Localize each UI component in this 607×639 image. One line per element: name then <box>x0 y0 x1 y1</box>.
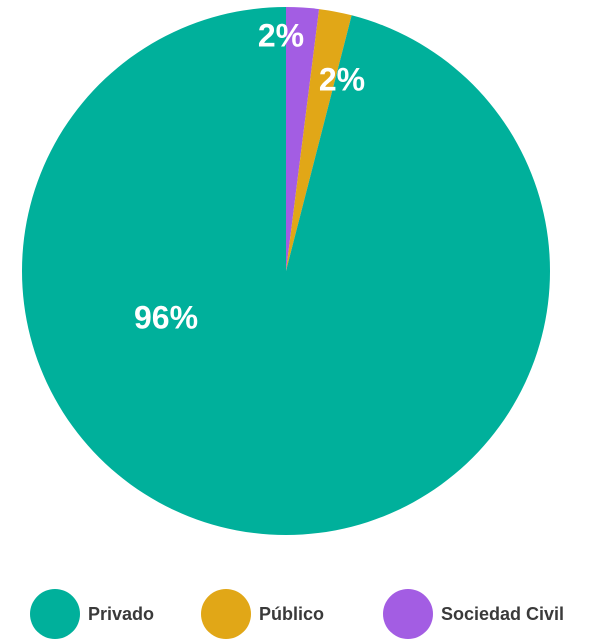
pie-label-sociedad-civil: 2% <box>258 17 304 53</box>
legend-item-publico[interactable]: Público <box>201 589 324 639</box>
legend-swatch-privado <box>30 589 80 639</box>
legend-label-publico: Público <box>259 603 325 624</box>
legend-item-sociedad-civil[interactable]: Sociedad Civil <box>383 589 564 639</box>
legend-swatch-publico <box>201 589 251 639</box>
legend-swatch-sociedad-civil <box>383 589 433 639</box>
pie-slice-publico[interactable] <box>286 9 352 271</box>
pie-labels: 2% 2% 96% <box>134 17 365 335</box>
pie-label-publico: 2% <box>319 61 365 97</box>
pie-label-privado: 96% <box>134 299 198 335</box>
pie-chart: 2% 2% 96% <box>21 7 551 535</box>
legend-label-sociedad-civil: Sociedad Civil <box>441 603 565 624</box>
pie-slice-sociedad-civil[interactable] <box>286 7 320 271</box>
legend-item-privado[interactable]: Privado <box>30 589 154 639</box>
pie-slice-privado[interactable] <box>21 7 551 535</box>
legend: Privado Público Sociedad Civil <box>0 589 607 639</box>
pie-slices <box>21 7 551 535</box>
legend-label-privado: Privado <box>88 603 155 624</box>
